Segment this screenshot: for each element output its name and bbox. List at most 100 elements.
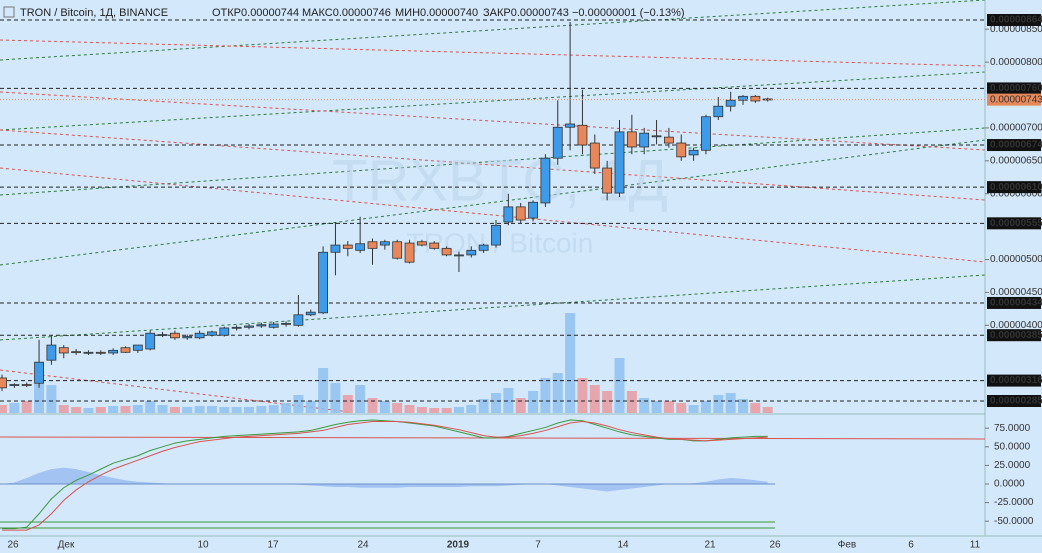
volume-bar [404,405,415,413]
candle-body [552,126,563,159]
volume-bar [305,401,316,413]
level-box [987,14,1041,26]
x-tick-label: Фев [838,540,856,551]
volume-bar [46,385,57,413]
candle-body [491,224,501,246]
indicator-tick-label: 25.0000 [994,460,1031,471]
volume-bar [713,395,724,413]
volume-bar [491,393,501,413]
collapse-icon[interactable] [3,6,15,18]
volume-bar [9,403,20,413]
x-tick-label: 26 [769,540,781,551]
indicator-tick-label: 0.0000 [994,479,1025,490]
level-label: 0.00000760 [990,83,1042,94]
candle-body [750,95,761,102]
candle-body [219,327,230,336]
volume-bar [762,407,773,413]
volume-bar [651,401,662,413]
candle-body [108,349,119,354]
x-tick-label: 7 [535,540,541,551]
candle-body [404,242,415,263]
volume-bar [256,406,267,413]
ohlc-open: ОТКР0.00000744 [212,7,299,19]
level-label: 0.00000385 [990,330,1042,341]
candle-body [194,332,205,339]
candle-body [589,142,600,169]
volume-bar [379,401,390,413]
candle-body [688,149,699,156]
trend-line [0,129,986,201]
candle-body [676,142,687,158]
candle-body [367,241,378,249]
volume-bar [194,406,205,413]
candle-body [342,244,353,249]
level-box [987,296,1041,309]
y-tick-label: 0.00000400 [990,320,1042,331]
y-tick-label: 0.00000450 [990,287,1042,298]
candle-body [639,132,650,148]
candle-body [626,131,637,148]
volume-bar [330,383,341,413]
candle-body [182,336,193,339]
candle-body [132,344,143,351]
candle-body [379,241,390,246]
volume-bar [169,407,180,413]
trend-line [0,39,986,67]
volume-bar [231,407,242,413]
volume-bar [157,405,168,413]
ohlc-change: −0.00000001 (−0.13%) [572,7,685,19]
candle-body [9,384,20,386]
volume-bar [639,398,650,413]
candle-body [528,201,538,219]
candle-body [478,244,489,251]
candle-body [21,384,32,386]
level-label: 0.00000674 [990,140,1042,151]
candle-body [651,135,662,138]
x-tick-label: 24 [357,540,369,551]
level-box [987,82,1041,95]
volume-bar [95,407,106,413]
candle-body [145,332,156,350]
level-label: 0.00000285 [990,396,1042,407]
volume-bar [503,388,514,413]
trend-line [0,71,986,131]
trend-line [0,274,986,341]
volume-bar [244,407,254,413]
trend-line [0,167,986,263]
candle-body [416,241,427,246]
volume-bar [626,391,637,413]
candle-body [540,157,551,204]
candle-body [305,311,316,316]
candle-body [268,323,279,328]
volume-bar [71,407,82,413]
level-box [987,217,1041,230]
volume-bar [565,313,576,413]
volume-bar [318,368,329,413]
volume-bar [83,408,94,413]
x-tick-label: 10 [197,540,209,551]
candle-body [157,334,168,336]
volume-bar [515,398,526,413]
candle-body [466,249,477,256]
ohlc-close: ЗАКР0.00000743 [483,7,569,19]
candle-body [441,247,452,256]
candle-body [318,251,329,314]
volume-bar [268,405,279,413]
volume-bar [206,406,217,413]
candle-body [701,116,711,151]
volume-bar [453,407,464,413]
ohlc-high: МАКС0.00000746 [302,7,391,19]
indicator-tick-label: 75.0000 [994,423,1031,434]
level-label: 0.00000864 [990,15,1042,26]
volume-bar [416,407,427,413]
volume-bar [281,403,292,413]
indicator-tick-label: -50.0000 [994,516,1034,527]
candle-body [58,347,69,354]
trend-line [0,369,351,413]
x-tick-label: 17 [267,540,279,551]
level-box [987,329,1041,342]
y-tick-label: 0.00000600 [990,188,1042,199]
level-label: 0.00000316 [990,375,1042,386]
indicator-area [2,467,768,492]
